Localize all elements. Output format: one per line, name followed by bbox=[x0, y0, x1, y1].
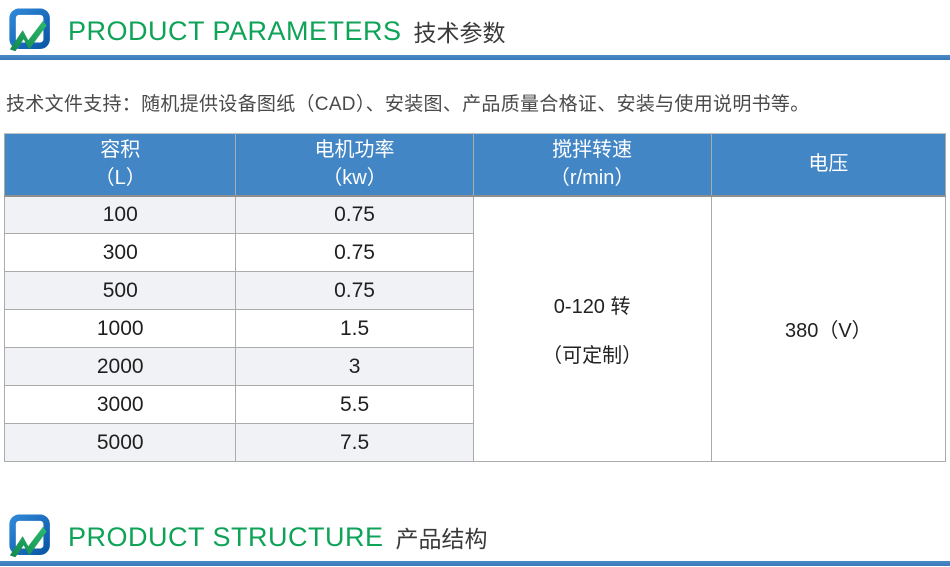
volume-cell: 300 bbox=[3, 233, 237, 272]
header-motor-power: 电机功率 （kw） bbox=[235, 133, 474, 197]
voltage-merged-cell: 380（V） bbox=[710, 195, 947, 462]
power-cell: 0.75 bbox=[235, 233, 474, 272]
section-divider bbox=[0, 55, 950, 60]
table-row: 100 0.75 0-120 转 （可定制） 380（V） bbox=[3, 195, 947, 462]
table-row: 2000 3 bbox=[3, 347, 946, 386]
brand-logo-icon bbox=[9, 514, 50, 558]
power-cell: 3 bbox=[235, 347, 474, 386]
table-row: 5000 7.5 bbox=[3, 423, 946, 462]
speed-merged-cell: 0-120 转 （可定制） bbox=[472, 195, 712, 462]
power-cell: 7.5 bbox=[235, 423, 474, 462]
speed-value: 0-120 转 bbox=[553, 295, 631, 318]
section-title-en: PRODUCT PARAMETERS bbox=[68, 15, 402, 46]
header-stir-speed: 搅拌转速 （r/min） bbox=[472, 133, 712, 197]
volume-cell: 5000 bbox=[3, 423, 237, 462]
power-cell: 0.75 bbox=[235, 271, 474, 310]
power-cell: 5.5 bbox=[235, 385, 474, 424]
header-volume: 容积 （L） bbox=[3, 133, 237, 197]
table-row: 500 0.75 bbox=[3, 271, 946, 310]
table-header-row: 容积 （L） 电机功率 （kw） 搅拌转速 （r/min） 电压 bbox=[3, 133, 947, 197]
volume-cell: 2000 bbox=[3, 347, 237, 386]
section-header-parameters: PRODUCT PARAMETERS 技术参数 bbox=[0, 0, 950, 55]
volume-cell: 100 bbox=[3, 195, 237, 234]
intro-text: 技术文件支持：随机提供设备图纸（CAD）、安装图、产品质量合格证、安装与使用说明… bbox=[6, 94, 810, 115]
table-row: 1000 1.5 bbox=[3, 309, 946, 348]
volume-cell: 500 bbox=[3, 271, 237, 310]
section-header-structure: PRODUCT STRUCTURE 产品结构 bbox=[0, 506, 950, 561]
section-divider bbox=[0, 561, 950, 566]
section-title-en: PRODUCT STRUCTURE bbox=[68, 521, 384, 552]
volume-cell: 1000 bbox=[3, 309, 237, 348]
power-cell: 0.75 bbox=[235, 195, 474, 234]
speed-note: （可定制） bbox=[542, 344, 643, 367]
brand-logo-icon bbox=[9, 8, 50, 52]
volume-cell: 3000 bbox=[3, 385, 237, 424]
parameters-table: 容积 （L） 电机功率 （kw） 搅拌转速 （r/min） 电压 100 bbox=[3, 133, 947, 462]
header-voltage: 电压 bbox=[710, 133, 947, 197]
power-cell: 1.5 bbox=[235, 309, 474, 348]
section-title-zh: 技术参数 bbox=[413, 20, 506, 46]
section-title-zh: 产品结构 bbox=[395, 526, 488, 552]
table-row: 3000 5.5 bbox=[3, 385, 946, 424]
